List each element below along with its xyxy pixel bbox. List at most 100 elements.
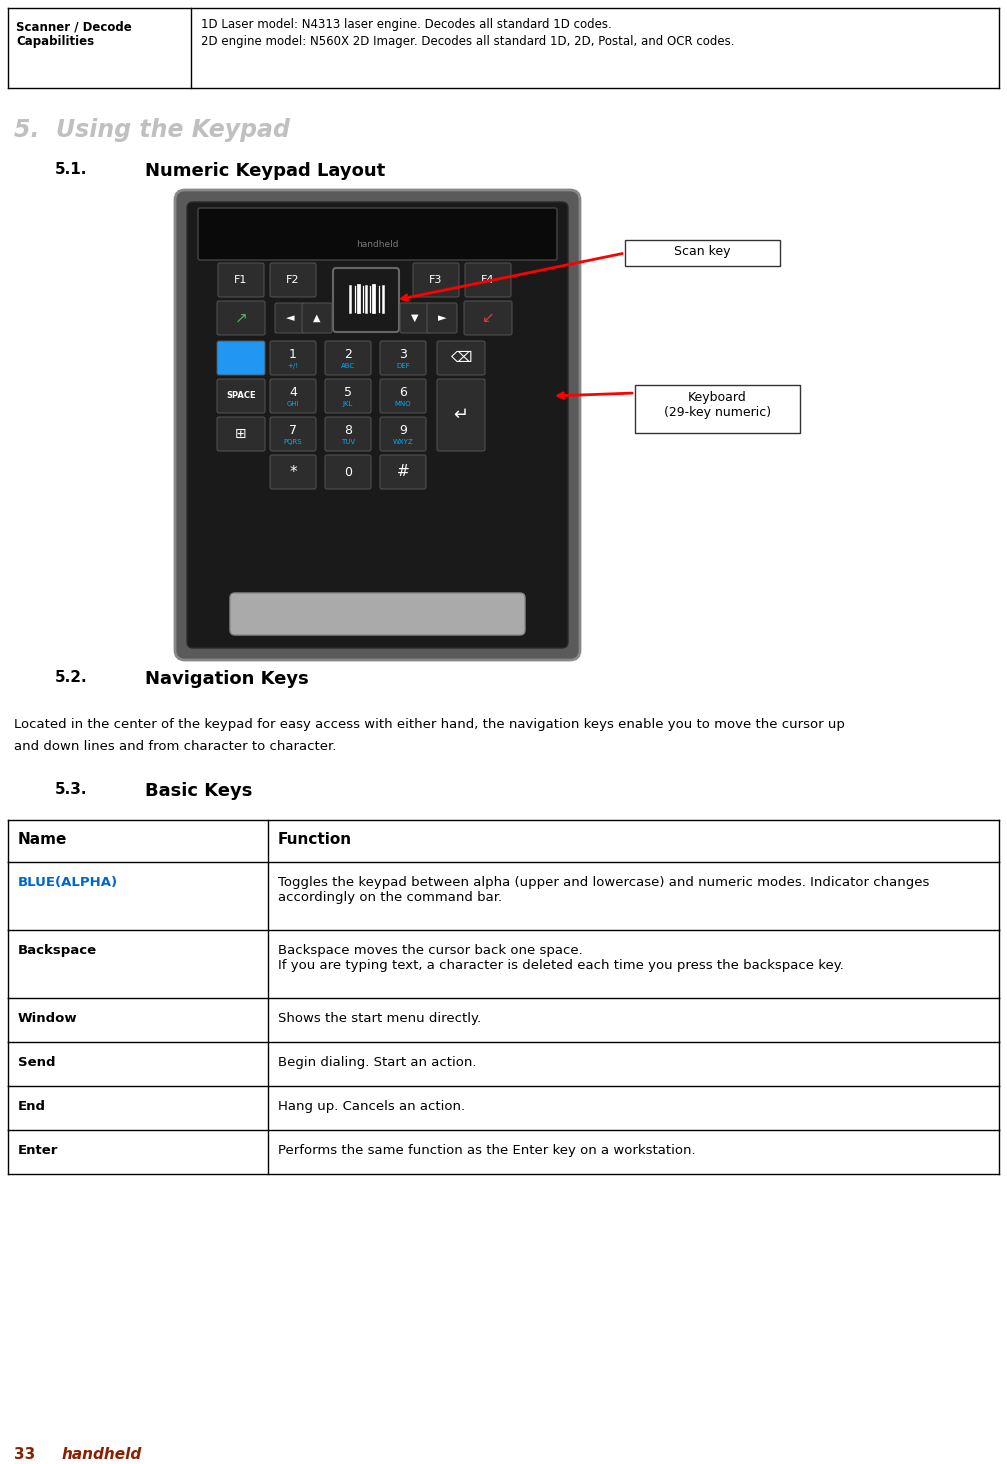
- FancyBboxPatch shape: [333, 268, 399, 332]
- FancyBboxPatch shape: [270, 379, 316, 413]
- Text: Basic Keys: Basic Keys: [145, 782, 253, 799]
- FancyBboxPatch shape: [217, 379, 265, 413]
- Text: JKL: JKL: [342, 401, 353, 407]
- FancyBboxPatch shape: [427, 303, 457, 332]
- Text: Performs the same function as the Enter key on a workstation.: Performs the same function as the Enter …: [278, 1143, 696, 1157]
- Text: Name: Name: [18, 832, 67, 848]
- Text: handheld: handheld: [62, 1446, 142, 1463]
- Text: Backspace: Backspace: [18, 944, 97, 957]
- FancyBboxPatch shape: [325, 341, 371, 375]
- FancyBboxPatch shape: [635, 385, 800, 433]
- FancyBboxPatch shape: [217, 302, 265, 335]
- Text: 7: 7: [289, 425, 297, 438]
- Text: Enter: Enter: [18, 1143, 58, 1157]
- FancyBboxPatch shape: [437, 341, 485, 375]
- Text: BLUE(ALPHA): BLUE(ALPHA): [18, 875, 118, 889]
- FancyBboxPatch shape: [325, 417, 371, 451]
- Text: ⊞: ⊞: [236, 427, 247, 441]
- Text: and down lines and from character to character.: and down lines and from character to cha…: [14, 739, 336, 752]
- Text: ABC: ABC: [341, 363, 355, 369]
- FancyBboxPatch shape: [380, 341, 426, 375]
- Text: 5: 5: [344, 386, 352, 400]
- Text: Located in the center of the keypad for easy access with either hand, the naviga: Located in the center of the keypad for …: [14, 717, 845, 731]
- Text: TUV: TUV: [341, 439, 355, 445]
- Text: 5.  Using the Keypad: 5. Using the Keypad: [14, 119, 290, 142]
- Text: 6: 6: [399, 386, 407, 400]
- FancyBboxPatch shape: [380, 379, 426, 413]
- FancyBboxPatch shape: [270, 341, 316, 375]
- FancyBboxPatch shape: [198, 208, 557, 261]
- Text: DEF: DEF: [396, 363, 410, 369]
- Text: MNO: MNO: [395, 401, 411, 407]
- FancyBboxPatch shape: [400, 303, 430, 332]
- Text: ↵: ↵: [453, 406, 468, 425]
- Text: Begin dialing. Start an action.: Begin dialing. Start an action.: [278, 1056, 476, 1069]
- Text: ►: ►: [438, 313, 446, 324]
- FancyBboxPatch shape: [270, 264, 316, 297]
- Text: ▲: ▲: [313, 313, 321, 324]
- Text: F2: F2: [286, 275, 300, 285]
- Text: F3: F3: [429, 275, 443, 285]
- FancyBboxPatch shape: [437, 379, 485, 451]
- FancyBboxPatch shape: [380, 455, 426, 489]
- Text: #: #: [397, 464, 410, 480]
- Text: Function: Function: [278, 832, 352, 848]
- Text: Backspace moves the cursor back one space.
If you are typing text, a character i: Backspace moves the cursor back one spac…: [278, 944, 844, 972]
- FancyBboxPatch shape: [230, 593, 525, 635]
- Text: 0: 0: [344, 466, 352, 479]
- FancyBboxPatch shape: [187, 202, 568, 649]
- Text: 8: 8: [344, 425, 352, 438]
- Text: Window: Window: [18, 1012, 78, 1025]
- Text: Hang up. Cancels an action.: Hang up. Cancels an action.: [278, 1099, 465, 1113]
- Text: F4: F4: [481, 275, 494, 285]
- Text: F1: F1: [235, 275, 248, 285]
- Text: 2: 2: [344, 348, 351, 362]
- FancyBboxPatch shape: [218, 264, 264, 297]
- Text: PQRS: PQRS: [284, 439, 302, 445]
- FancyBboxPatch shape: [217, 341, 265, 375]
- Text: Scan key: Scan key: [675, 244, 731, 258]
- Text: ↙: ↙: [481, 310, 494, 325]
- Text: Shows the start menu directly.: Shows the start menu directly.: [278, 1012, 481, 1025]
- FancyBboxPatch shape: [325, 379, 371, 413]
- Text: +/!: +/!: [287, 363, 298, 369]
- Text: Numeric Keypad Layout: Numeric Keypad Layout: [145, 163, 386, 180]
- FancyBboxPatch shape: [413, 264, 459, 297]
- Text: Scanner / Decode
Capabilities: Scanner / Decode Capabilities: [16, 20, 132, 48]
- FancyBboxPatch shape: [217, 417, 265, 451]
- Text: ↗: ↗: [235, 310, 248, 325]
- Text: 5.1.: 5.1.: [55, 163, 88, 177]
- Text: 2D engine model: N560X 2D Imager. Decodes all standard 1D, 2D, Postal, and OCR c: 2D engine model: N560X 2D Imager. Decode…: [201, 35, 735, 48]
- Text: ⌫: ⌫: [450, 350, 472, 366]
- FancyBboxPatch shape: [302, 303, 332, 332]
- Text: 1D Laser model: N4313 laser engine. Decodes all standard 1D codes.: 1D Laser model: N4313 laser engine. Deco…: [201, 18, 612, 31]
- Text: 4: 4: [289, 386, 297, 400]
- Text: SPACE: SPACE: [227, 391, 256, 401]
- FancyBboxPatch shape: [325, 455, 371, 489]
- FancyBboxPatch shape: [175, 190, 580, 660]
- FancyBboxPatch shape: [464, 302, 512, 335]
- FancyBboxPatch shape: [270, 455, 316, 489]
- Text: Toggles the keypad between alpha (upper and lowercase) and numeric modes. Indica: Toggles the keypad between alpha (upper …: [278, 875, 929, 903]
- Text: End: End: [18, 1099, 46, 1113]
- Text: Send: Send: [18, 1056, 55, 1069]
- Text: WXYZ: WXYZ: [393, 439, 414, 445]
- Text: 5.2.: 5.2.: [55, 671, 88, 685]
- FancyBboxPatch shape: [625, 240, 780, 266]
- FancyBboxPatch shape: [270, 417, 316, 451]
- Text: ◄: ◄: [286, 313, 294, 324]
- Text: 1: 1: [289, 348, 297, 362]
- Text: *: *: [289, 464, 297, 480]
- Text: GHI: GHI: [287, 401, 299, 407]
- Text: Keyboard
(29-key numeric): Keyboard (29-key numeric): [664, 391, 771, 419]
- Text: 5.3.: 5.3.: [55, 782, 88, 796]
- Text: handheld: handheld: [356, 240, 399, 249]
- Text: Navigation Keys: Navigation Keys: [145, 671, 309, 688]
- Text: 33: 33: [14, 1446, 35, 1463]
- Text: 3: 3: [399, 348, 407, 362]
- FancyBboxPatch shape: [465, 264, 511, 297]
- FancyBboxPatch shape: [275, 303, 305, 332]
- FancyBboxPatch shape: [380, 417, 426, 451]
- Text: ▼: ▼: [411, 313, 419, 324]
- Text: 9: 9: [399, 425, 407, 438]
